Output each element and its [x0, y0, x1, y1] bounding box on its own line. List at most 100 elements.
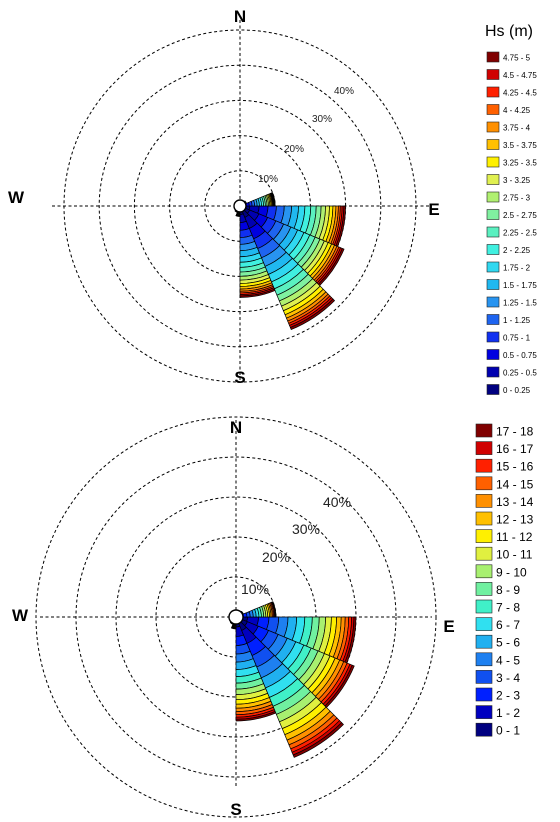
legend-swatch [475, 599, 493, 614]
cardinal-label: N [234, 7, 246, 26]
legend-label: 0 - 0.25 [503, 386, 531, 395]
ring-label: 30% [312, 114, 332, 125]
legend-swatch [486, 366, 500, 378]
legend-swatch [486, 244, 500, 255]
legend-swatch [486, 331, 500, 343]
ring-label: 20% [284, 144, 304, 155]
ring-label: 10% [241, 581, 269, 597]
legend-label: 17 - 18 [496, 425, 534, 439]
legend-label: 6 - 7 [496, 618, 520, 632]
ring-label: 30% [292, 521, 320, 537]
legend-swatch [486, 191, 500, 203]
legend: Hs (m) 4.75 - 5 4.5 - 4.75 4.25 - 4.5 4 - 4.… [485, 23, 537, 395]
rose-wedge [229, 622, 234, 625]
legend-swatch [475, 529, 493, 543]
legend-swatch [486, 121, 500, 133]
legend-swatch [475, 722, 493, 737]
cardinal-label: W [12, 606, 29, 625]
legend-label: 7 - 8 [496, 601, 520, 615]
rose-wedge [235, 711, 277, 722]
legend-swatch [475, 617, 493, 631]
legend-swatch [475, 511, 493, 526]
ring-label: 10% [258, 174, 278, 185]
legend-label: 2 - 3 [496, 689, 520, 703]
legend-label: 5 - 6 [496, 636, 520, 650]
legend-label: 16 - 17 [496, 442, 534, 456]
legend-label: 0.75 - 1 [503, 334, 531, 343]
legend-swatch [475, 670, 493, 684]
legend-label: 11 - 12 [496, 530, 533, 544]
rose-wedge [244, 200, 247, 204]
legend-label: 2 - 2.25 [503, 246, 531, 255]
legend-swatch [486, 69, 500, 80]
legend-label: 2.75 - 3 [503, 194, 531, 203]
ring-label: 40% [334, 86, 354, 97]
cardinal-label: N [230, 418, 242, 437]
rose-wedge [289, 298, 335, 330]
cardinal-label: S [230, 800, 241, 819]
legend-label: 13 - 14 [496, 495, 534, 509]
legend-label: 1 - 1.25 [503, 316, 531, 325]
rose-wedge [231, 627, 237, 630]
legend-swatch [486, 51, 500, 63]
legend-label: 10 - 11 [496, 548, 533, 562]
legend-label: 3.25 - 3.5 [503, 159, 537, 168]
legend-label: 3 - 3.25 [503, 176, 531, 185]
legend-swatch [475, 546, 493, 561]
legend-swatch [486, 384, 500, 395]
legend-swatch [475, 705, 493, 719]
legend-label: 8 - 9 [496, 583, 520, 597]
legend-swatch [475, 458, 493, 473]
rose-wedge [241, 610, 244, 615]
legend-label: 3.75 - 4 [503, 124, 531, 133]
grid-ring-outer [35, 416, 437, 818]
legend-swatch [475, 441, 493, 455]
rose-wedge [271, 192, 276, 207]
wind-rose-1: 10% 20% 30% 40% N E S W Hs (m) 4.75 - 5 4.5 - 4.75… [8, 7, 537, 395]
legend-label: 0.5 - 0.75 [503, 351, 537, 360]
legend-swatch [475, 423, 493, 438]
legend-label: 9 - 10 [496, 565, 527, 579]
ring-label: 20% [262, 549, 290, 565]
rose-wedge [271, 601, 277, 618]
legend-swatch [486, 174, 500, 185]
calm-circle [233, 199, 247, 213]
legend-swatch [486, 104, 500, 115]
legend-swatch [486, 156, 500, 168]
legend-swatch [486, 349, 500, 360]
legend-label: 1.75 - 2 [503, 264, 531, 273]
legend-swatch [486, 226, 500, 238]
legend-swatch [486, 261, 500, 273]
legend-swatch [475, 564, 493, 579]
legend: 17 - 18 16 - 17 15 - 16 14 - 15 13 - 14 12 - … [475, 423, 534, 738]
cardinal-label: S [234, 368, 245, 387]
legend-label: 1 - 2 [496, 706, 520, 720]
legend-label: 4.5 - 4.75 [503, 71, 537, 80]
legend-label: 2.5 - 2.75 [503, 211, 537, 220]
rose-wedge [234, 210, 238, 213]
legend-swatch [486, 296, 500, 308]
wind-rose-2: 10% 20%30%40% N E S W 17 - 18 16 - 17 15 - 16 14 … [12, 416, 534, 819]
legend-label: 4.25 - 4.5 [503, 89, 537, 98]
legend-label: 1.25 - 1.5 [503, 299, 537, 308]
legend-label: 15 - 16 [496, 460, 534, 474]
legend-label: 1.5 - 1.75 [503, 281, 537, 290]
legend-swatch [486, 86, 500, 98]
cardinal-label: W [8, 188, 25, 207]
legend-swatch [475, 652, 493, 667]
legend-title: Hs (m) [485, 23, 533, 40]
rose-wedge [292, 722, 344, 758]
legend-swatch [475, 582, 493, 596]
legend-label: 4 - 5 [496, 653, 520, 667]
legend-label: 4 - 4.25 [503, 106, 531, 115]
legend-label: 4.75 - 5 [503, 54, 531, 63]
rose-wedge [239, 288, 276, 298]
legend-label: 0 - 1 [496, 724, 520, 738]
legend-label: 12 - 13 [496, 513, 534, 527]
legend-label: 14 - 15 [496, 477, 534, 491]
legend-swatch [486, 314, 500, 325]
legend-label: 2.25 - 2.5 [503, 229, 537, 238]
cardinal-label: E [428, 200, 439, 219]
legend-label: 3.5 - 3.75 [503, 141, 537, 150]
